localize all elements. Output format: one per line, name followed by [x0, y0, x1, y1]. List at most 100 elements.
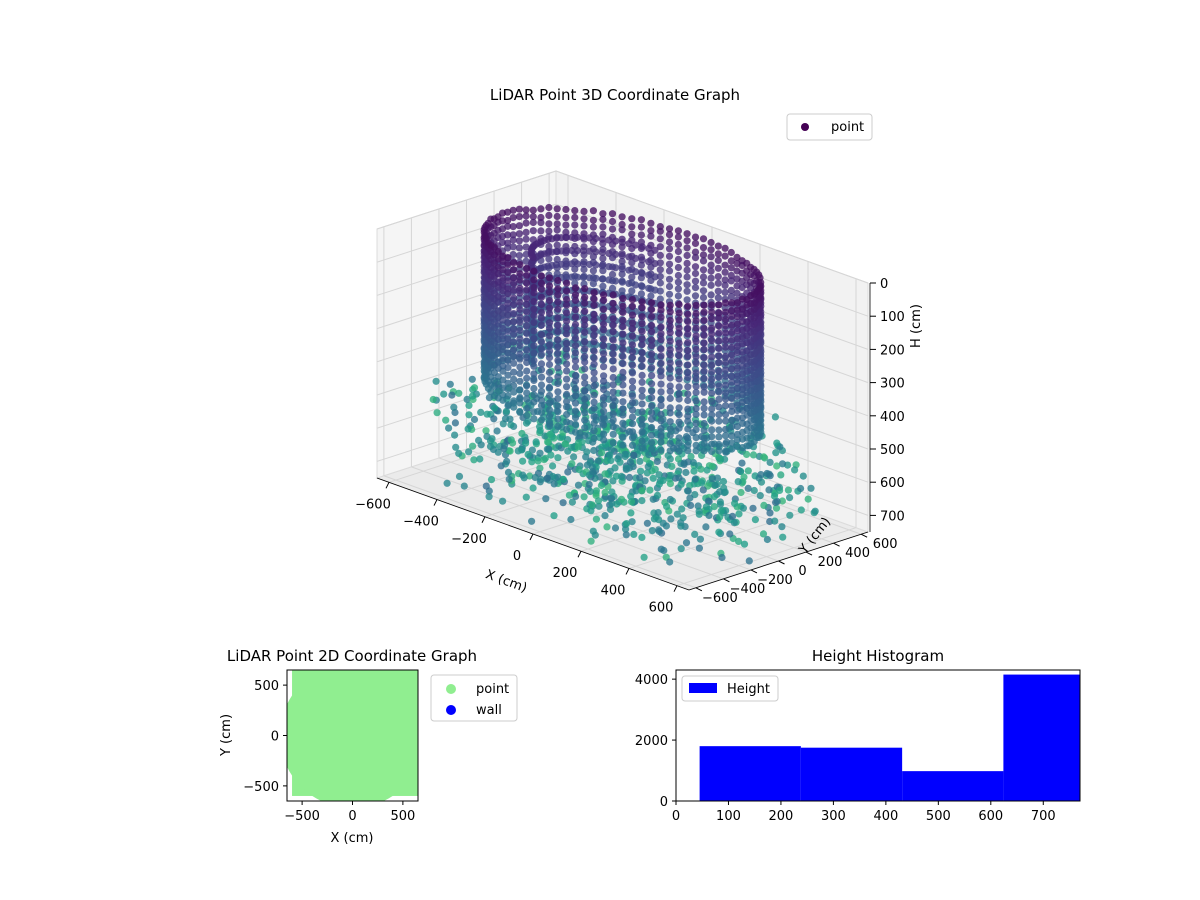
point-3d — [691, 254, 700, 262]
point-3d — [675, 390, 683, 398]
point-3d — [708, 330, 716, 338]
point-3d — [554, 454, 562, 462]
histogram-bar — [800, 747, 903, 801]
scatter-3d-chart: LiDAR Point 3D Coordinate Graph −600−400… — [355, 86, 924, 616]
point-3d — [515, 230, 524, 238]
point-3d — [571, 313, 580, 321]
point-3d — [499, 281, 507, 289]
point-3d — [692, 353, 700, 361]
point-3d — [619, 433, 627, 441]
point-3d — [715, 528, 723, 536]
point-3d — [562, 233, 570, 241]
point-3d — [666, 329, 674, 337]
point-3d — [504, 254, 512, 262]
point-3d — [708, 417, 716, 425]
point-3d — [721, 261, 729, 269]
point-3d — [657, 424, 665, 433]
point-3d — [638, 340, 646, 349]
point-3d — [581, 424, 589, 432]
point-3d — [589, 207, 598, 215]
point-3d — [452, 443, 460, 451]
point-3d — [628, 369, 637, 377]
point-3d — [632, 241, 640, 249]
point-3d — [691, 284, 700, 292]
point-3d — [715, 301, 723, 309]
point-3d — [510, 310, 518, 318]
point-3d — [580, 222, 588, 230]
point-3d — [638, 355, 646, 363]
point-3d — [537, 308, 546, 316]
point-3d — [684, 390, 692, 398]
point-3d — [499, 497, 507, 505]
point-3d — [648, 409, 656, 417]
point-3d — [612, 264, 620, 272]
point-3d — [708, 405, 716, 413]
point-3d — [600, 421, 608, 429]
point-3d — [579, 233, 588, 242]
point-3d — [554, 415, 562, 423]
point-3d — [600, 305, 608, 313]
point-3d — [537, 338, 546, 346]
point-3d — [663, 502, 671, 510]
point-3d — [516, 284, 524, 292]
point-3d — [510, 397, 518, 405]
point-3d — [674, 255, 683, 263]
point-3d — [708, 397, 716, 405]
point-3d — [592, 261, 600, 269]
point-3d — [811, 507, 819, 515]
point-3d — [545, 347, 554, 355]
point-3d — [600, 326, 608, 334]
point-3d — [700, 308, 708, 316]
point-3d — [708, 462, 717, 470]
point-3d — [684, 405, 692, 413]
point-3d — [726, 530, 734, 538]
point-3d — [700, 331, 708, 339]
point-3d — [657, 306, 665, 314]
point-3d — [545, 309, 554, 317]
point-3d — [628, 311, 637, 319]
point-3d — [689, 458, 698, 467]
point-3d — [588, 501, 596, 509]
point-3d — [648, 364, 656, 372]
tick-label-z-3d: 300 — [880, 377, 905, 392]
point-3d — [674, 247, 683, 256]
point-3d — [691, 233, 700, 241]
point-3d — [728, 407, 736, 416]
point-3d — [537, 213, 545, 222]
point-3d — [733, 406, 742, 415]
point-3d — [581, 409, 589, 417]
point-3d — [545, 324, 554, 332]
point-3d — [600, 342, 608, 350]
point-3d — [715, 322, 723, 330]
point-3d — [519, 457, 527, 465]
point-3d — [504, 319, 512, 327]
point-3d — [500, 445, 508, 453]
point-3d — [504, 363, 512, 372]
point-3d — [515, 252, 524, 260]
point-3d — [722, 336, 730, 344]
point-3d — [779, 533, 787, 541]
point-3d — [733, 436, 742, 444]
point-3d — [699, 244, 708, 252]
point-3d — [476, 455, 484, 463]
point-3d — [600, 401, 608, 409]
tick-label-z-3d: 500 — [880, 443, 905, 458]
point-3d — [728, 378, 736, 386]
point-3d — [648, 387, 656, 395]
tick-label-x-2d: −500 — [284, 809, 320, 824]
point-3d — [722, 366, 730, 374]
tick-label-x-2d: 0 — [348, 809, 356, 824]
point-3d — [529, 227, 537, 235]
point-3d — [628, 441, 637, 449]
point-3d — [772, 449, 780, 457]
point-3d — [581, 402, 589, 410]
point-3d — [590, 289, 598, 297]
point-3d — [622, 520, 631, 528]
point-3d — [696, 535, 705, 543]
point-3d — [683, 281, 691, 289]
point-3d — [523, 389, 531, 397]
point-3d — [537, 314, 546, 322]
point-3d — [619, 368, 627, 376]
point-3d — [675, 324, 683, 332]
point-3d — [645, 271, 653, 279]
